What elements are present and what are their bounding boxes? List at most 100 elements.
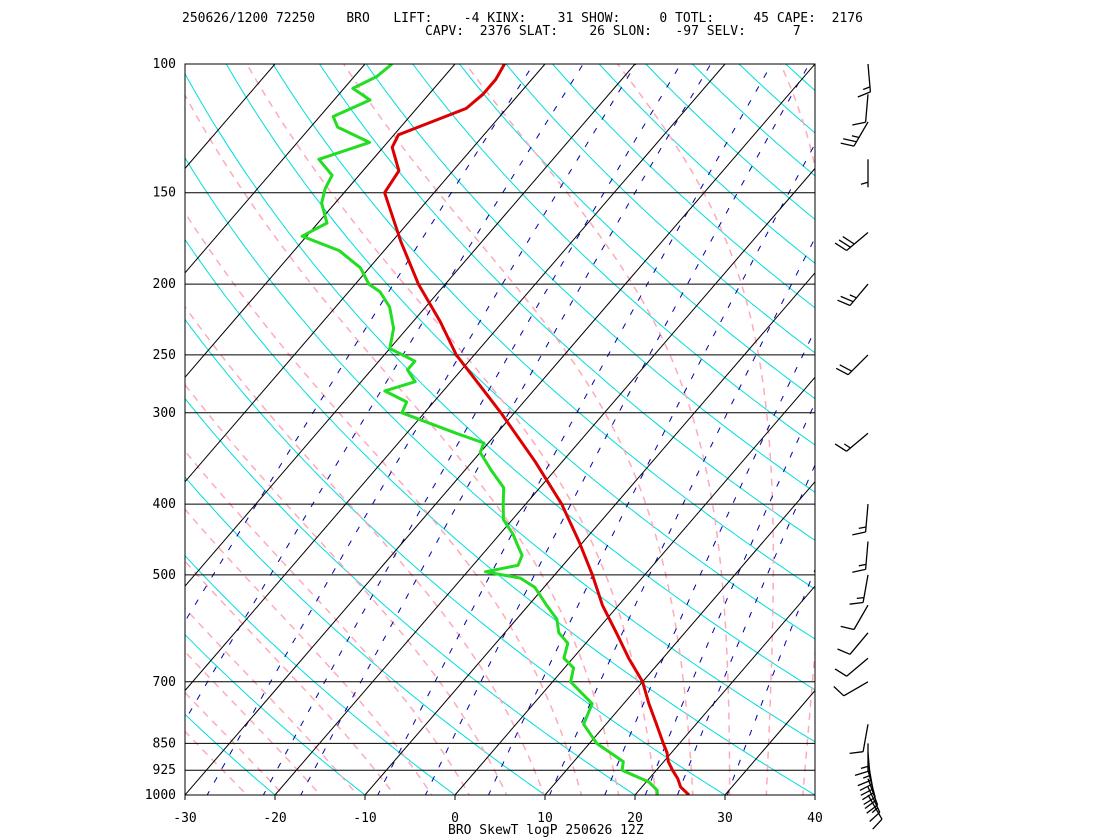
- wind-barb-half-flag: [851, 135, 860, 139]
- wind-barb: [835, 354, 869, 376]
- wind-barb: [834, 657, 869, 677]
- dry-adiabat-line: [645, 64, 815, 221]
- wind-barb-flag: [834, 668, 847, 677]
- mixing-ratio-line: [424, 64, 810, 795]
- temperature-profile-line: [383, 64, 691, 795]
- wind-barb-staff: [853, 121, 869, 147]
- plot-frame: [184, 63, 816, 796]
- dry-adiabat-line: [365, 64, 815, 493]
- dry-adiabat-line: [412, 64, 815, 446]
- wind-barb-flag: [857, 779, 871, 787]
- pressure-label: 500: [153, 568, 176, 583]
- dry-adiabat-line: [185, 554, 456, 795]
- wind-barb-half-flag: [856, 596, 865, 600]
- isotherm-line: [0, 64, 95, 795]
- dry-adiabat-line: [185, 634, 366, 795]
- moist-adiabat-line: [185, 93, 620, 795]
- wind-barb-staff: [862, 574, 869, 603]
- wind-barb-flag: [849, 601, 864, 605]
- dry-adiabat-line: [185, 794, 186, 795]
- header-line-2: CAPV: 2376 SLAT: 26 SLON: -97 SELV: 7: [425, 24, 801, 39]
- wind-barb: [854, 743, 869, 777]
- isotherm-line: [544, 480, 815, 795]
- isotherm-line: [185, 64, 366, 274]
- pressure-label: 300: [153, 406, 176, 421]
- wind-barb-flag: [838, 239, 851, 248]
- wind-barb-flag: [837, 648, 851, 655]
- wind-barb-half-flag: [858, 563, 867, 567]
- moist-adiabat-line: [185, 730, 248, 795]
- wind-barb-flag: [866, 804, 878, 814]
- isotherm-line: [724, 689, 815, 795]
- pressure-label: 400: [153, 497, 176, 512]
- wind-barb-flag: [852, 531, 866, 536]
- temperature-label: 10: [537, 811, 553, 826]
- wind-barb-flag: [852, 121, 866, 126]
- temperature-label: -20: [263, 811, 286, 826]
- wind-barb-flag: [843, 138, 857, 143]
- moist-adiabat-line: [185, 508, 433, 795]
- isotherm-line: [185, 64, 456, 379]
- moist-adiabat-line: [617, 64, 775, 795]
- mixing-ratio-line: [549, 237, 815, 795]
- background-grid: [0, 48, 1120, 811]
- mixing-ratio-line: [604, 328, 815, 795]
- isotherm-line: [185, 64, 276, 170]
- wind-barb-staff: [864, 541, 869, 570]
- dry-adiabat-line: [272, 64, 815, 590]
- dry-adiabat-line: [185, 713, 276, 795]
- wind-barb-half-flag: [860, 765, 869, 770]
- wind-barb-flag: [834, 443, 847, 452]
- temperature-tick-labels: -30 -20 -10 0 10 20 30 40: [173, 795, 823, 826]
- dry-adiabat-line: [185, 157, 815, 743]
- isotherm-line: [0, 64, 5, 795]
- moist-adiabat-line: [185, 305, 545, 795]
- dry-adiabat-line: [505, 64, 815, 354]
- dry-adiabat-line: [784, 64, 815, 92]
- wind-barb: [864, 778, 879, 814]
- temperature-label: 40: [807, 811, 823, 826]
- wind-barb-half-flag: [860, 181, 869, 185]
- isotherm-line: [185, 64, 815, 795]
- moist-adiabat-line: [185, 650, 322, 795]
- isotherm-line: [274, 167, 815, 795]
- temperature-label: -30: [173, 811, 196, 826]
- dewpoint-profile-line: [300, 64, 659, 795]
- dry-adiabat-line: [458, 64, 815, 400]
- wind-barb-flag: [860, 788, 874, 796]
- isotherm-line: [454, 376, 815, 795]
- wind-barb: [837, 283, 869, 307]
- wind-barb-flag: [862, 791, 875, 801]
- wind-barb-staff: [864, 504, 869, 533]
- wind-barb-half-flag: [858, 526, 867, 530]
- wind-barb-staff: [847, 354, 869, 376]
- temperature-label: 0: [451, 811, 459, 826]
- wind-barb-half-flag: [871, 807, 879, 814]
- wind-barb-staff: [862, 724, 869, 752]
- wind-barb-flag: [840, 295, 854, 303]
- pressure-label: 700: [153, 675, 176, 690]
- dry-adiabat-line: [225, 64, 815, 640]
- wind-barb: [857, 63, 872, 98]
- wind-barb: [852, 94, 869, 126]
- wind-barb-flag: [839, 364, 853, 372]
- wind-barb-column: [833, 63, 883, 830]
- dry-adiabat-line: [814, 48, 1120, 811]
- wind-barb-half-flag: [862, 86, 871, 91]
- header-line-1: 250626/1200 72250 BRO LIFT: -4 KINX: 31 …: [182, 11, 863, 26]
- wind-barb-flag: [869, 811, 881, 822]
- wind-barb: [852, 504, 869, 536]
- wind-barb: [833, 681, 869, 697]
- wind-barb-staff: [843, 681, 869, 697]
- wind-barb-staff: [849, 283, 869, 306]
- wind-barb-half-flag: [843, 443, 851, 449]
- pressure-label: 925: [153, 763, 176, 778]
- wind-barb: [834, 432, 869, 452]
- dry-adiabat-line: [598, 64, 815, 264]
- wind-barb: [849, 724, 869, 755]
- wind-barb-flag: [852, 568, 866, 573]
- wind-barb-flag: [857, 91, 871, 98]
- moist-adiabat-line: [185, 560, 396, 795]
- wind-barb: [834, 232, 869, 252]
